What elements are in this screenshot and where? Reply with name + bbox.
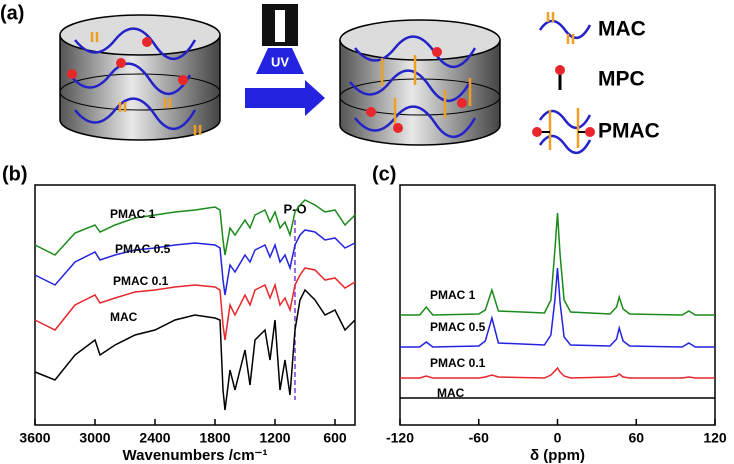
x-tick-label: -60 — [469, 430, 489, 446]
x-tick-label: 600 — [323, 430, 347, 446]
legend-label: MAC — [598, 18, 646, 41]
series-label: PMAC 1 — [430, 288, 476, 302]
x-tick-label: -120 — [386, 430, 414, 446]
series-label: PMAC 1 — [110, 207, 156, 221]
panel-label: (c) — [372, 163, 396, 185]
x-axis-label: Wavenumbers /cm⁻¹ — [123, 447, 268, 464]
x-tick-label: 0 — [554, 430, 562, 446]
plot-frame — [34, 184, 356, 426]
cylinder-right — [339, 19, 501, 146]
panel-a: (a) UV — [0, 2, 660, 154]
legend-label: MPC — [598, 68, 645, 91]
series-label: PMAC 0.1 — [430, 356, 486, 370]
uv-lamp: UV — [245, 4, 325, 116]
lamp-label: UV — [271, 54, 289, 69]
series-line — [34, 199, 356, 256]
x-tick-label: 2400 — [139, 430, 170, 446]
x-tick-label: 60 — [628, 430, 644, 446]
series-line — [34, 288, 356, 411]
series-label: MAC — [110, 310, 138, 324]
panel-label: (a) — [0, 2, 24, 24]
series-line — [400, 212, 715, 316]
series-label: PMAC 0.5 — [430, 320, 486, 334]
series-line — [400, 267, 715, 348]
panel-label: (b) — [2, 163, 28, 185]
x-tick-label: 1800 — [199, 430, 230, 446]
series-label: PMAC 0.5 — [115, 242, 171, 256]
series-line — [34, 229, 356, 296]
series-line — [400, 366, 715, 379]
cylinder-left — [59, 14, 221, 141]
series-line — [34, 267, 356, 341]
x-tick-label: 3600 — [19, 430, 50, 446]
legend-glyphs — [532, 12, 595, 154]
legend-label: PMAC — [598, 120, 660, 143]
x-axis-label: δ (ppm) — [530, 447, 585, 464]
series-label: PMAC 0.1 — [113, 274, 169, 288]
x-tick-label: 120 — [703, 430, 727, 446]
series-label: MAC — [437, 386, 465, 400]
x-tick-label: 1200 — [259, 430, 290, 446]
x-tick-label: 3000 — [79, 430, 110, 446]
